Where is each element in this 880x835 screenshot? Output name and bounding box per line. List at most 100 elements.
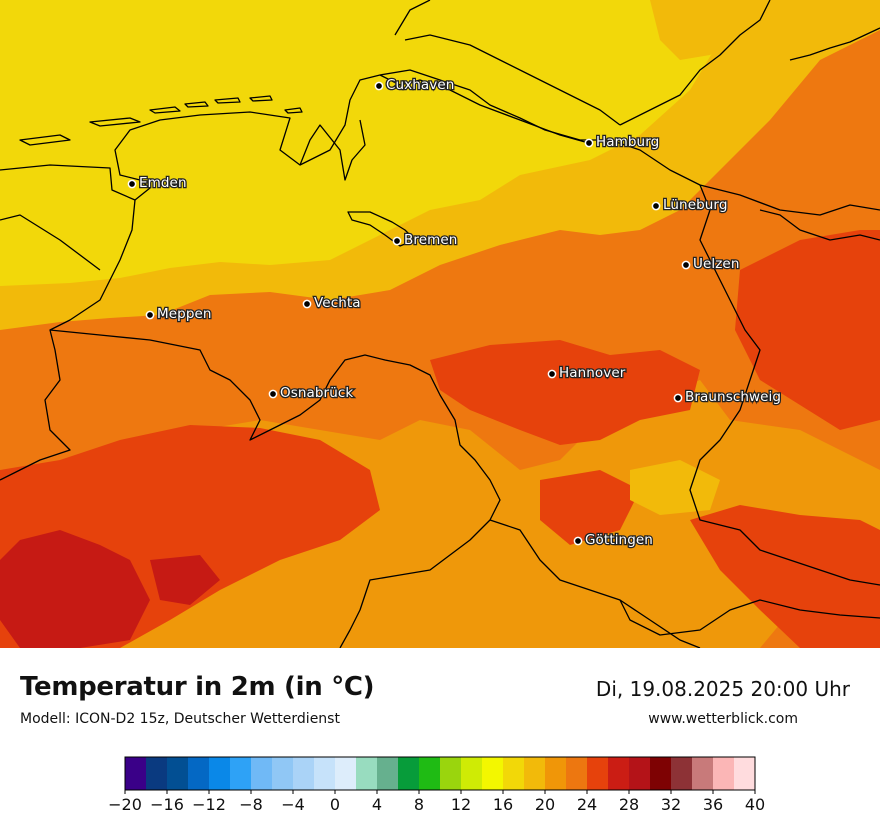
city-dot	[302, 299, 312, 309]
city-label: Hamburg	[596, 134, 659, 150]
island	[214, 97, 241, 104]
colorbar-swatch	[461, 757, 483, 790]
colorbar-tick-label: −16	[150, 795, 184, 814]
city-dot	[547, 369, 557, 379]
colorbar-tick-label: 8	[414, 795, 424, 814]
island	[149, 106, 181, 114]
city-label: Uelzen	[693, 256, 740, 272]
city-label: Emden	[139, 175, 187, 191]
temperature-map: Cuxhaven Hamburg Emden Lüneburg Bremen Uelzen…	[0, 0, 880, 649]
city-marker: Lüneburg	[651, 196, 729, 214]
city-dot	[673, 393, 683, 403]
city-dot	[584, 138, 594, 148]
temperature-band-red-southeast	[690, 505, 880, 648]
island	[284, 107, 303, 114]
colorbar-swatch	[146, 757, 168, 790]
colorbar-swatch	[230, 757, 252, 790]
city-layer: Cuxhaven Hamburg Emden Lüneburg Bremen Uelzen…	[127, 76, 782, 549]
coastline	[0, 74, 586, 201]
city-dot	[127, 179, 137, 189]
colorbar-swatch	[377, 757, 399, 790]
city-label: Cuxhaven	[386, 77, 454, 93]
temperature-band-red-northeast	[735, 230, 880, 430]
temperature-colorbar: −20 −16 −12 −8 −4 0 4 8 12 16 20 24 28 32 36 40	[0, 754, 880, 830]
colorbar-outline	[124, 756, 756, 791]
city-label: Meppen	[157, 306, 212, 322]
temperature-band-deep-red-2	[150, 555, 220, 605]
colorbar-tick-label: 28	[619, 795, 639, 814]
colorbar-tick-label: −8	[239, 795, 263, 814]
city-marker: Hannover	[547, 364, 627, 382]
colorbar-swatch	[692, 757, 714, 790]
temperature-band-deep-red	[0, 530, 150, 648]
website-link[interactable]: www.wetterblick.com	[648, 711, 798, 727]
colorbar-swatch	[440, 757, 462, 790]
city-dot	[392, 236, 402, 246]
island	[249, 95, 273, 102]
state-border-brandenburg	[759, 209, 880, 241]
colorbar-swatch	[482, 757, 504, 790]
island	[184, 101, 209, 108]
map-footer: Temperatur in 2m (in °C) Modell: ICON-D2…	[0, 648, 880, 830]
colorbar-swatch	[629, 757, 651, 790]
colorbar-tick-label: 20	[535, 795, 555, 814]
map-title: Temperatur in 2m (in °C)	[20, 672, 375, 702]
city-label: Lüneburg	[663, 197, 728, 213]
city-dot	[651, 201, 661, 211]
map-canvas: Cuxhaven Hamburg Emden Lüneburg Bremen Uelzen…	[0, 0, 880, 648]
colorbar-swatch	[566, 757, 588, 790]
state-border-nrw	[49, 329, 501, 648]
colorbar-tick-label: 0	[330, 795, 340, 814]
colorbar-swatch	[503, 757, 525, 790]
colorbar-canvas: −20 −16 −12 −8 −4 0 4 8 12 16 20 24 28 32 36 40	[108, 756, 765, 814]
city-marker: Meppen	[145, 305, 213, 323]
colorbar-swatch	[713, 757, 735, 790]
city-label: Hannover	[559, 365, 626, 381]
colorbar-swatch	[272, 757, 294, 790]
colorbar-swatch	[335, 757, 357, 790]
bremen-boundary	[347, 211, 416, 247]
colorbar-swatch	[650, 757, 672, 790]
colorbar-tick-label: 4	[372, 795, 382, 814]
colorbar-swatch	[419, 757, 441, 790]
model-source: Modell: ICON-D2 15z, Deutscher Wetterdie…	[20, 711, 340, 727]
city-marker: Vechta	[302, 294, 362, 312]
state-border-sachsen-anhalt	[689, 184, 880, 586]
colorbar-swatch	[125, 757, 147, 790]
colorbar-tick-label: 16	[493, 795, 513, 814]
colorbar-tick-label: −12	[192, 795, 226, 814]
city-label: Osnabrück	[280, 385, 353, 401]
colorbar-swatch	[188, 757, 210, 790]
city-marker: Uelzen	[681, 255, 741, 273]
elbe-river	[379, 69, 880, 216]
dutch-border	[0, 199, 136, 481]
city-marker: Osnabrück	[268, 384, 355, 402]
city-dot	[681, 260, 691, 270]
island	[19, 134, 71, 146]
colorbar-swatch	[314, 757, 336, 790]
colorbar-swatch	[356, 757, 378, 790]
city-marker: Cuxhaven	[374, 76, 456, 94]
colorbar-tick-label: 32	[661, 795, 681, 814]
island	[89, 117, 141, 127]
forecast-datetime: Di, 19.08.2025 20:00 Uhr	[595, 677, 850, 701]
temperature-band-yellow	[0, 0, 880, 286]
city-marker: Göttingen	[573, 531, 654, 549]
elbe-river-north-2	[404, 34, 621, 126]
coastlines-and-borders	[0, 0, 880, 648]
city-dot	[145, 310, 155, 320]
colorbar-tick-label: −4	[281, 795, 305, 814]
city-dot	[374, 81, 384, 91]
dutch-border-2	[0, 214, 101, 271]
temperature-band-pocket	[630, 460, 720, 515]
city-label: Göttingen	[585, 532, 653, 548]
colorbar-swatch	[167, 757, 189, 790]
elbe-river-north	[394, 0, 431, 36]
city-dot	[268, 389, 278, 399]
state-border-thueringen	[619, 599, 880, 636]
colorbar-swatch	[398, 757, 420, 790]
colorbar-swatch	[608, 757, 630, 790]
colorbar-tick-label: 40	[745, 795, 765, 814]
city-marker: Hamburg	[584, 133, 660, 151]
colorbar-swatch	[209, 757, 231, 790]
